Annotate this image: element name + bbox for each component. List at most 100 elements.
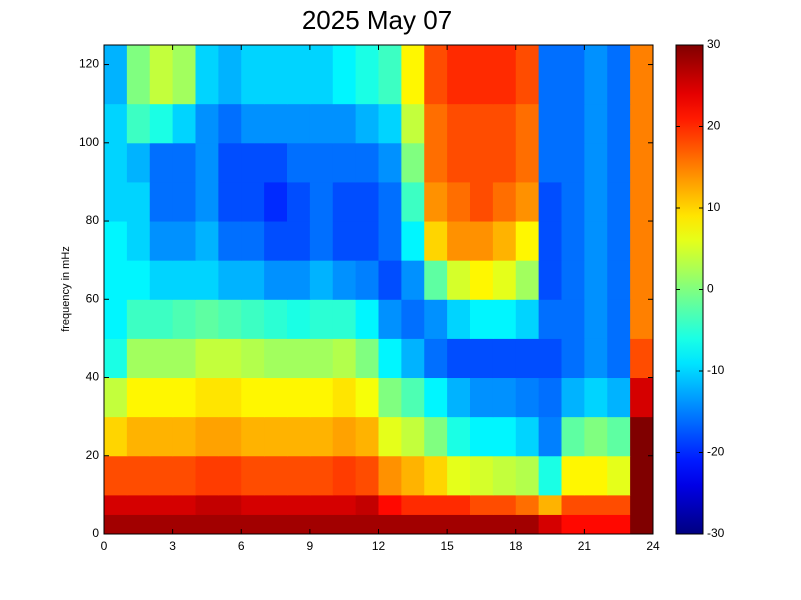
heatmap-cell (287, 494, 311, 515)
heatmap-cell (149, 416, 174, 457)
heatmap-cell (630, 416, 654, 457)
heatmap-cell (561, 377, 585, 418)
heatmap-cell (584, 338, 608, 379)
heatmap-cell (538, 103, 562, 144)
heatmap-cell (470, 181, 494, 222)
heatmap-cell (104, 181, 128, 222)
heatmap-cell (172, 103, 196, 144)
heatmap-cell (492, 45, 517, 105)
heatmap-cell (515, 338, 540, 379)
heatmap-cell (218, 377, 242, 418)
heatmap-cell (470, 221, 494, 261)
y-tick-label: 100 (79, 135, 99, 149)
heatmap-cell (195, 260, 219, 300)
heatmap-cell (126, 416, 151, 457)
heatmap-cell (309, 299, 334, 339)
heatmap-cell (149, 103, 174, 144)
x-tick-label: 12 (372, 539, 386, 553)
heatmap-cell (492, 455, 517, 496)
heatmap-cell (195, 338, 219, 379)
heatmap-cell (424, 221, 448, 261)
heatmap-cell (287, 45, 311, 105)
heatmap-cell (264, 455, 288, 496)
heatmap-cell (515, 260, 540, 300)
heatmap-cell (126, 103, 151, 144)
heatmap-cell (332, 260, 357, 300)
heatmap-cell (218, 45, 242, 105)
heatmap-cell (218, 514, 242, 535)
heatmap-cell (515, 494, 540, 515)
heatmap-cell (332, 416, 357, 457)
heatmap-cell (447, 103, 471, 144)
heatmap-cell (218, 455, 242, 496)
heatmap-cell (126, 260, 151, 300)
heatmap-cell (218, 416, 242, 457)
heatmap-cell (584, 455, 608, 496)
heatmap-cell (195, 416, 219, 457)
colorbar-tick-label: 10 (707, 200, 721, 214)
heatmap-cell (607, 338, 631, 379)
heatmap-cell (607, 142, 631, 183)
heatmap-cell (195, 299, 219, 339)
heatmap-cell (447, 260, 471, 300)
heatmap-cell (447, 416, 471, 457)
heatmap-cell (309, 455, 334, 496)
heatmap-cell (584, 181, 608, 222)
heatmap-cell (378, 103, 402, 144)
heatmap-cell (126, 45, 151, 105)
heatmap-cell (584, 45, 608, 105)
heatmap-cell (149, 221, 174, 261)
heatmap-cell (149, 514, 174, 535)
heatmap-cell (515, 299, 540, 339)
heatmap-cell (424, 142, 448, 183)
heatmap-cell (195, 455, 219, 496)
heatmap-cell (104, 416, 128, 457)
heatmap-cell (172, 377, 196, 418)
heatmap-cell (332, 103, 357, 144)
heatmap-cell (264, 494, 288, 515)
heatmap-cell (630, 103, 654, 144)
heatmap-cell (332, 338, 357, 379)
heatmap-cell (538, 299, 562, 339)
heatmap-cell (447, 494, 471, 515)
heatmap-cell (264, 260, 288, 300)
heatmap-cell (104, 221, 128, 261)
heatmap-cell (355, 103, 379, 144)
y-tick-label: 20 (86, 448, 100, 462)
heatmap-cell (104, 103, 128, 144)
heatmap-cell (218, 181, 242, 222)
heatmap-cell (309, 494, 334, 515)
heatmap-cell (104, 377, 128, 418)
heatmap-cell (264, 299, 288, 339)
heatmap-cell (195, 377, 219, 418)
heatmap-cell (561, 494, 585, 515)
heatmap-cell (149, 455, 174, 496)
heatmap-cell (515, 45, 540, 105)
heatmap-cell (630, 45, 654, 105)
heatmap-cell (172, 494, 196, 515)
heatmap-cell (470, 494, 494, 515)
heatmap-cell (287, 514, 311, 535)
y-tick-label: 60 (86, 291, 100, 305)
heatmap-cell (492, 416, 517, 457)
heatmap-cell (561, 181, 585, 222)
heatmap-cell (607, 221, 631, 261)
heatmap-cell (470, 377, 494, 418)
heatmap-cell (401, 514, 425, 535)
heatmap-cell (332, 455, 357, 496)
heatmap-cell (195, 103, 219, 144)
heatmap-cell (401, 494, 425, 515)
x-tick-label: 24 (646, 539, 660, 553)
heatmap-cell (104, 494, 128, 515)
heatmap-cell (126, 455, 151, 496)
heatmap-cell (287, 338, 311, 379)
heatmap-cell (424, 45, 448, 105)
colorbar-tick-label: -10 (707, 363, 725, 377)
heatmap-cell (172, 142, 196, 183)
heatmap-cell (309, 260, 334, 300)
heatmap-cell (584, 299, 608, 339)
heatmap-cell (218, 299, 242, 339)
heatmap-cell (309, 514, 334, 535)
heatmap-cell (538, 377, 562, 418)
